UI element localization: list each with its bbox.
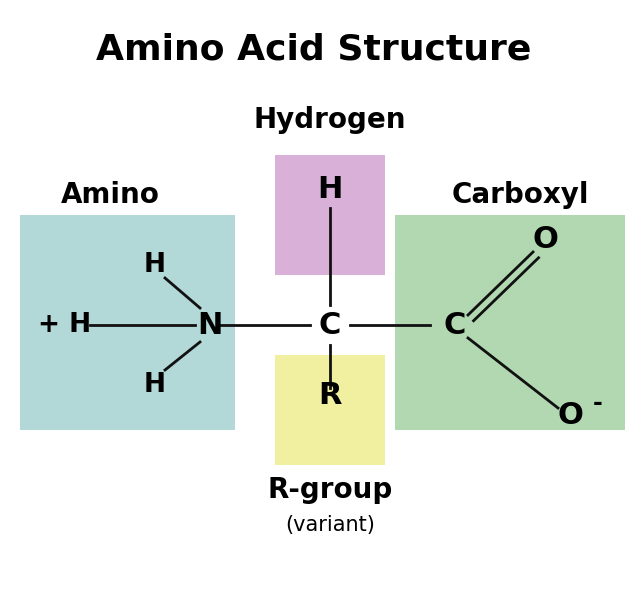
- Text: O: O: [557, 401, 583, 430]
- Text: H: H: [317, 175, 343, 205]
- Bar: [275, 155, 385, 275]
- Text: O: O: [532, 226, 558, 254]
- Text: H: H: [144, 252, 166, 278]
- Text: R: R: [318, 380, 342, 409]
- Text: Amino Acid Structure: Amino Acid Structure: [96, 33, 532, 67]
- Text: H: H: [144, 372, 166, 398]
- Text: -: -: [593, 391, 603, 415]
- Text: C: C: [319, 311, 341, 340]
- Text: N: N: [198, 311, 223, 340]
- Text: R-group: R-group: [267, 476, 392, 504]
- Text: + H: + H: [38, 312, 92, 338]
- Text: C: C: [444, 311, 466, 340]
- Text: (variant): (variant): [285, 515, 375, 535]
- Bar: [275, 355, 385, 465]
- Bar: [20, 215, 235, 430]
- Text: Amino: Amino: [60, 181, 159, 209]
- Bar: [395, 215, 625, 430]
- Text: Carboxyl: Carboxyl: [451, 181, 589, 209]
- Text: Hydrogen: Hydrogen: [253, 106, 406, 134]
